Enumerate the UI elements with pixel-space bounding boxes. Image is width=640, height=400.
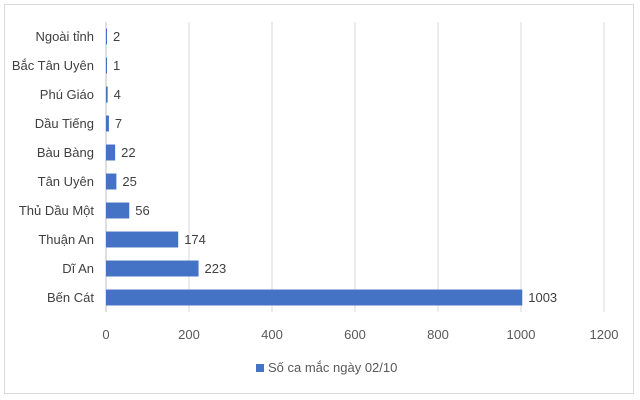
data-label: 25 <box>122 174 136 189</box>
data-label: 223 <box>205 261 227 276</box>
tick-label: 1000 <box>507 327 536 342</box>
tick-label: 400 <box>261 327 283 342</box>
bar <box>106 231 179 248</box>
category-label: Bến Cát <box>47 290 94 305</box>
tick-label: 600 <box>344 327 366 342</box>
category-label: Bàu Bàng <box>37 145 94 160</box>
data-label: 2 <box>113 29 120 44</box>
category-label: Dĩ An <box>62 261 94 276</box>
tick-label: 0 <box>102 327 109 342</box>
category-label: Tân Uyên <box>38 174 94 189</box>
data-label: 1003 <box>528 290 557 305</box>
bar <box>106 57 107 74</box>
data-label: 4 <box>114 87 121 102</box>
data-label: 1 <box>113 58 120 73</box>
data-label: 7 <box>115 116 122 131</box>
bar <box>106 173 117 190</box>
category-label: Bắc Tân Uyên <box>12 58 94 73</box>
data-label: 174 <box>184 232 206 247</box>
category-label: Phú Giáo <box>40 87 94 102</box>
category-label: Dầu Tiếng <box>35 116 94 131</box>
category-label: Thủ Dầu Một <box>19 203 95 218</box>
category-label: Ngoài tỉnh <box>35 29 94 44</box>
bar <box>106 28 107 45</box>
legend-swatch <box>256 364 264 372</box>
bar <box>106 86 108 103</box>
x-axis-ticks: 0 200 400 600 800 1000 1200 <box>102 327 618 342</box>
tick-label: 200 <box>178 327 200 342</box>
data-labels: 2 1 4 7 22 25 56 174 223 1003 <box>113 29 557 305</box>
bar <box>106 202 130 219</box>
legend: Số ca mắc ngày 02/10 <box>256 360 397 375</box>
tick-label: 1200 <box>590 327 619 342</box>
category-label: Thuận An <box>38 232 94 247</box>
data-label: 22 <box>121 145 135 160</box>
bars <box>106 28 523 306</box>
bar <box>106 115 109 132</box>
tick-label: 800 <box>427 327 449 342</box>
data-label: 56 <box>135 203 149 218</box>
legend-label: Số ca mắc ngày 02/10 <box>268 360 397 375</box>
category-labels: Ngoài tỉnh Bắc Tân Uyên Phú Giáo Dầu Tiếng B… <box>12 29 95 305</box>
bar <box>106 144 116 161</box>
bar <box>106 289 523 306</box>
chart-frame <box>4 4 634 394</box>
bar <box>106 260 199 277</box>
